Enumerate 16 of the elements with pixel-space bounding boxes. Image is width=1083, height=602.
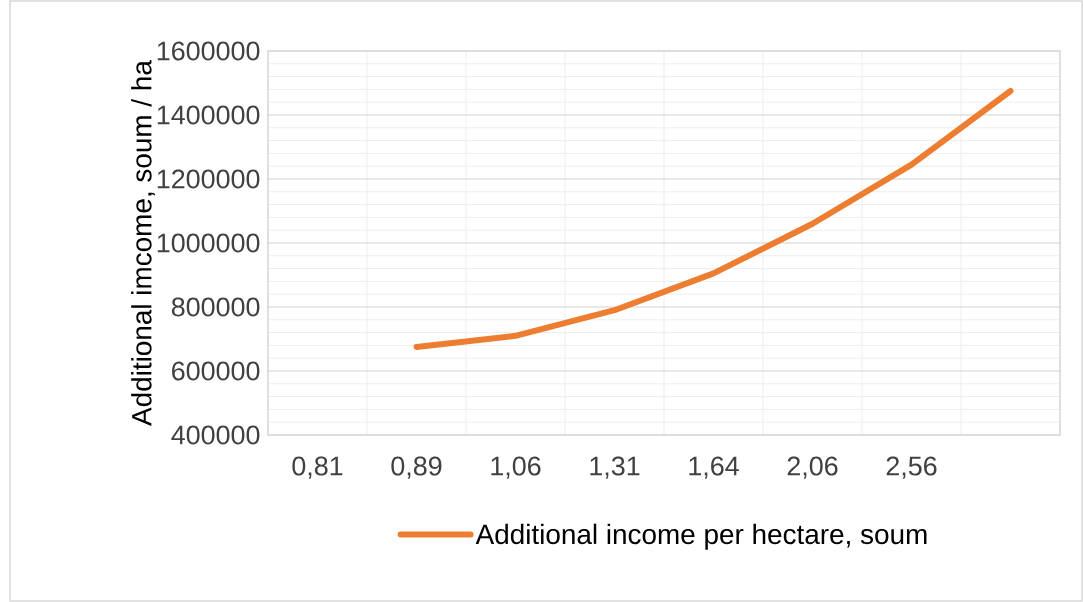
y-tick-label: 400000: [171, 425, 260, 445]
y-tick-label: 1000000: [157, 233, 260, 253]
x-tick-label: 0,89: [391, 456, 442, 479]
y-tick-label: 1400000: [157, 105, 260, 125]
x-tick-label: 1,06: [491, 456, 541, 479]
y-axis-title: Additional imcome, soum / ha: [131, 60, 155, 426]
x-tick-label: 1,64: [689, 456, 739, 479]
y-tick-label: 1600000: [157, 41, 260, 61]
x-tick-label: 0,81: [292, 456, 343, 479]
legend-label: Additional income per hectare, soum: [475, 523, 927, 550]
y-tick-label: 800000: [171, 297, 260, 317]
x-tick-label: 2,56: [886, 456, 937, 479]
y-tick-label: 600000: [172, 361, 260, 381]
x-tick-label: 2,06: [787, 456, 838, 479]
x-tick-label: 1,31: [590, 456, 640, 479]
y-tick-label: 1200000: [157, 169, 260, 189]
